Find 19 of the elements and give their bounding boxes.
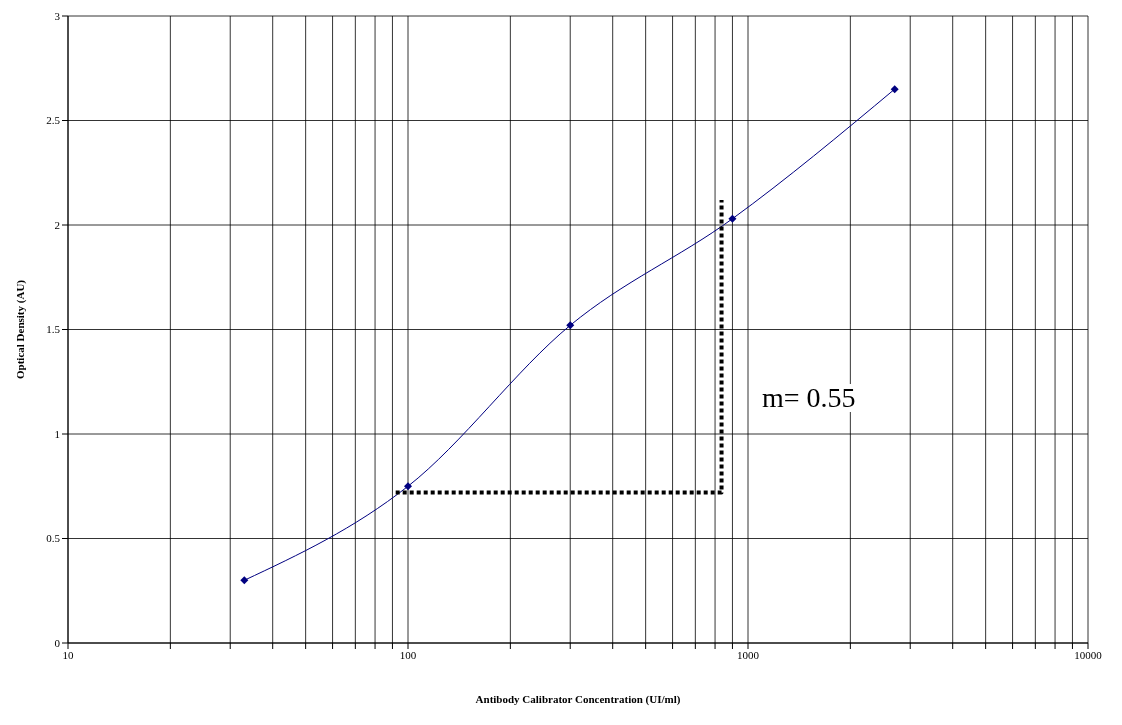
y-tick-label: 2 [54,218,60,231]
y-axis-title: Optical Density (AU) [13,279,27,379]
point [404,482,412,491]
x-axis-title: Antibody Calibrator Concentration (UI/ml) [475,693,681,706]
x-tick-label: 10 [62,648,74,661]
x-tick-label: 1000 [737,648,760,661]
y-tick-label: 3 [54,9,61,22]
y-tick-label: 1.5 [46,323,61,336]
x-tick-label: 100 [399,648,417,661]
point [890,85,899,94]
point [566,321,575,330]
x-tick-label: 10000 [1074,648,1103,661]
y-tick-label: 0.5 [46,532,61,545]
point [240,576,249,585]
slope-note: m= 0.55 [760,384,858,412]
y-tick-label: 0 [54,636,61,649]
y-tick-label: 2.5 [46,114,61,127]
y-tick-label: 1 [54,427,60,440]
point [728,214,737,223]
